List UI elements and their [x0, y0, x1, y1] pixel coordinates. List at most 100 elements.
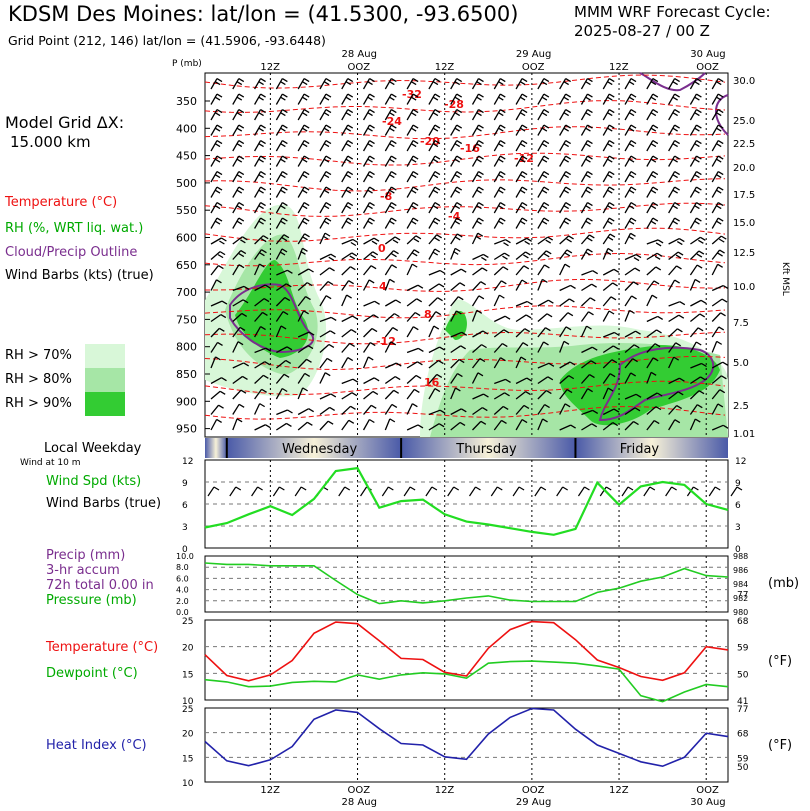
- top-date-label-2: 30 Aug: [690, 49, 725, 60]
- wind-barb: [559, 341, 565, 353]
- wind-barb-flag: [543, 155, 550, 160]
- isotherm-5: [204, 202, 726, 217]
- wind-barb: [297, 109, 305, 121]
- wind-barb-flag: [352, 315, 358, 320]
- wind-barb-flag: [497, 205, 504, 210]
- wind-barb-flag: [542, 278, 548, 283]
- wind-barb: [646, 202, 654, 214]
- wind-barb-flag: [300, 250, 306, 255]
- wind-barb-flag: [261, 249, 267, 254]
- wind-barb-flag: [395, 299, 402, 304]
- wind-barb-flag: [410, 205, 417, 210]
- wind-barb: [384, 264, 393, 276]
- wind-barb-flag: [672, 112, 678, 117]
- wind-barb-flag: [388, 174, 395, 179]
- wind-barb-flag: [219, 390, 226, 395]
- wind-barb: [406, 284, 419, 292]
- wind-barb: [602, 78, 610, 90]
- wind-barb-flag: [715, 143, 722, 148]
- temp-left-tick-10: 10: [182, 697, 194, 707]
- wind-barb: [210, 155, 218, 167]
- wind-barb-flag: [585, 205, 591, 210]
- wind-barb-flag: [630, 93, 637, 98]
- wind-barb-flag: [717, 263, 723, 268]
- wind-barb-flag: [587, 109, 593, 114]
- wind-barb-flag: [369, 78, 375, 83]
- wind-barb-flag: [260, 93, 266, 98]
- wind-barb-flag: [328, 343, 335, 349]
- wind-barb: [711, 298, 723, 307]
- wind-barb-flag: [476, 189, 482, 194]
- wind-barb-flag: [650, 189, 657, 194]
- rh80-label: RH > 80%: [5, 372, 72, 387]
- wind-barb-flag: [717, 252, 723, 257]
- wind-barb: [363, 237, 375, 245]
- wind-barb-flag: [652, 202, 659, 207]
- surface-wind-barb-flag-8: [388, 486, 394, 491]
- wind-barb-flag: [608, 109, 615, 114]
- wind-left-tick-3: 3: [182, 523, 188, 533]
- wind-barb: [493, 392, 505, 400]
- wind-barb: [689, 186, 697, 198]
- wind-barb-flag: [432, 143, 439, 148]
- wind-barb-flag: [410, 143, 417, 148]
- wind-barb: [428, 202, 436, 214]
- legend-rh: RH (%, WRT liq. wat.): [5, 221, 144, 236]
- wind-barb-flag: [260, 140, 266, 145]
- pressure-tick-400: 400: [176, 122, 197, 135]
- wind-barb-flag: [323, 143, 330, 148]
- wind-barb: [428, 374, 438, 384]
- wind-barb-flag: [497, 127, 504, 132]
- wind-barb-flag: [674, 93, 680, 98]
- bottom-time-label-2: 12Z: [435, 785, 455, 796]
- wind-barb: [624, 93, 632, 105]
- wind-barb-flag: [696, 202, 702, 207]
- wind-barb-flag: [236, 174, 243, 179]
- wind-barb: [406, 217, 414, 229]
- wind-barb-flag: [238, 403, 245, 408]
- wind-barb-flag: [216, 109, 223, 114]
- wind-barb: [624, 233, 632, 245]
- wind-barb: [275, 155, 283, 167]
- wind-barb: [689, 140, 697, 152]
- wind-barb-flag: [675, 342, 682, 347]
- wind-barb-flag: [606, 158, 613, 163]
- wind-barb-flag: [280, 189, 286, 194]
- wind-barb-flag: [499, 109, 506, 114]
- wind-barb: [668, 279, 676, 291]
- wind-barb-flag: [281, 387, 288, 393]
- wind-barb: [689, 109, 697, 121]
- wind-barb-flag: [326, 357, 333, 362]
- wind-barb-flag: [505, 239, 511, 244]
- wind-barb-flag: [521, 217, 528, 222]
- wind-barb-flag: [632, 358, 638, 363]
- wind-barb-flag: [587, 124, 593, 129]
- wind-barb-flag: [239, 326, 246, 331]
- wind-barb-flag: [238, 217, 245, 222]
- wind-barb-flag: [347, 124, 354, 129]
- wind-barb: [580, 78, 589, 90]
- wind-barb-flag: [481, 256, 487, 261]
- wind-barb-flag: [236, 220, 243, 225]
- rh90-swatch: [85, 392, 125, 416]
- wind-barb-flag: [303, 171, 310, 176]
- wind-barb: [428, 140, 436, 152]
- wind-barb: [232, 327, 241, 338]
- wind-barb: [363, 251, 374, 260]
- wind-barb-flag: [650, 174, 657, 179]
- wind-barb: [362, 124, 371, 136]
- wind-barb-flag: [696, 171, 702, 176]
- surface-wind-barb-17: [577, 486, 585, 497]
- wind-barb: [689, 93, 697, 105]
- wind-barb: [232, 93, 240, 105]
- rh70-swatch: [85, 344, 125, 368]
- wind-barb-flag: [329, 330, 336, 335]
- wind-barb-flag: [303, 140, 310, 145]
- wind-barb: [580, 388, 589, 400]
- temp-right-tick-41: 41: [737, 697, 748, 707]
- wind-barb: [711, 403, 719, 415]
- wind-barb: [297, 202, 305, 214]
- wind-barb: [341, 171, 349, 183]
- wind-barb-flag: [585, 174, 591, 179]
- wind-barb-flag: [476, 158, 482, 163]
